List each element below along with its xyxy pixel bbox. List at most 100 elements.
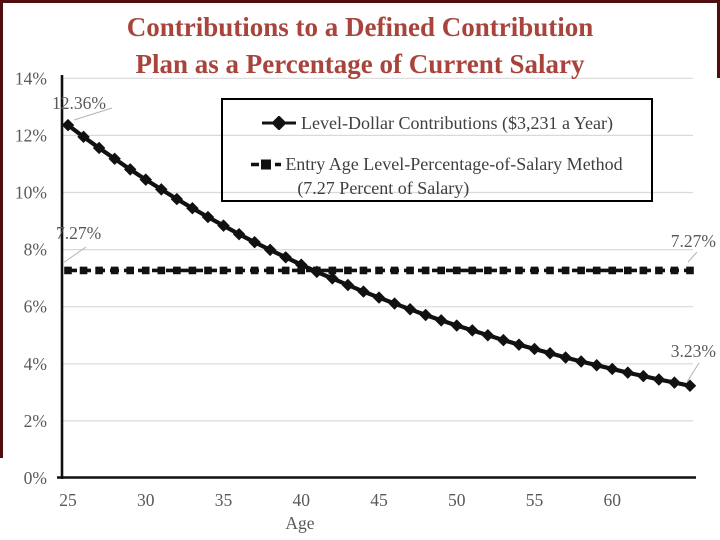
slide-border-left — [0, 0, 3, 458]
diamond-marker — [263, 243, 277, 257]
data-label-727-left: 7.27% — [56, 223, 102, 243]
square-marker — [250, 266, 259, 275]
square-marker — [188, 266, 197, 275]
square-marker — [328, 266, 337, 275]
y-tick-label: 0% — [24, 468, 47, 488]
diamond-marker — [388, 297, 401, 310]
diamond-marker — [543, 347, 557, 360]
square-marker — [390, 266, 399, 275]
square-marker — [639, 266, 648, 275]
x-tick-label: 50 — [448, 490, 466, 510]
diamond-marker — [341, 278, 355, 292]
chart-title: Contributions to a Defined Contribution … — [0, 9, 720, 83]
square-marker — [204, 266, 212, 275]
diamond-marker — [621, 366, 635, 379]
chart-title-line1: Contributions to a Defined Contribution — [126, 12, 594, 42]
diamond-marker — [652, 373, 666, 386]
square-marker — [110, 266, 119, 275]
diamond-marker — [574, 355, 588, 368]
x-tick-label: 30 — [137, 490, 155, 510]
y-tick-label: 10% — [15, 183, 47, 203]
square-marker — [141, 266, 150, 275]
square-marker — [499, 266, 508, 275]
y-tick-label: 2% — [24, 411, 47, 431]
diamond-marker — [403, 303, 417, 316]
x-tick-label: 45 — [370, 490, 388, 510]
diamond-marker — [248, 235, 261, 249]
square-marker — [624, 266, 632, 275]
x-axis-title: Age — [285, 513, 315, 533]
diamond-marker — [590, 359, 603, 372]
square-marker — [484, 266, 492, 275]
y-tick-label: 14% — [15, 68, 47, 88]
square-marker — [281, 266, 290, 275]
y-tick-label: 4% — [24, 354, 47, 374]
leader-line — [62, 246, 87, 264]
square-marker — [686, 266, 694, 275]
diamond-marker — [170, 192, 184, 206]
diamond-marker — [559, 351, 572, 364]
diamond-marker — [466, 324, 479, 337]
square-marker — [219, 266, 228, 275]
chart-legend: Level-Dollar Contributions ($3,231 a Yea… — [221, 98, 653, 202]
square-marker — [173, 266, 181, 275]
legend-entry-label: Entry Age Level-Percentage-of-Salary Met… — [285, 152, 622, 200]
chart-title-line2: Plan as a Percentage of Current Salary — [135, 49, 585, 79]
diamond-marker — [139, 173, 152, 186]
diamond-marker — [637, 369, 650, 383]
leader-line — [686, 362, 700, 383]
square-marker — [344, 266, 352, 275]
square-marker — [359, 266, 368, 275]
x-tick-label: 35 — [215, 490, 233, 510]
diamond-marker — [497, 333, 510, 347]
y-tick-label: 8% — [24, 240, 47, 260]
leader-line — [687, 251, 698, 263]
square-marker — [266, 266, 274, 275]
x-tick-label: 55 — [526, 490, 544, 510]
diamond-marker — [232, 227, 246, 241]
diamond-marker — [606, 362, 619, 376]
diamond-marker — [512, 338, 526, 351]
square-marker — [235, 266, 243, 275]
diamond-marker — [77, 130, 90, 144]
square-marker — [546, 266, 554, 275]
square-marker — [608, 266, 617, 275]
x-tick-label: 25 — [59, 490, 77, 510]
diamond-line-marker-icon — [262, 116, 297, 130]
square-marker — [126, 266, 134, 275]
diamond-marker — [201, 210, 215, 224]
square-marker — [406, 266, 414, 275]
square-marker — [157, 266, 166, 275]
legend-entry-line2: (7.27 Percent of Salary) — [297, 178, 470, 198]
diamond-marker — [186, 201, 199, 215]
square-marker — [313, 266, 321, 275]
diamond-marker — [123, 163, 137, 176]
diamond-marker — [668, 376, 681, 389]
square-marker — [577, 266, 585, 275]
legend-entry-label: Level-Dollar Contributions ($3,231 a Yea… — [301, 112, 613, 133]
slide-border-right — [717, 0, 720, 78]
legend-entry-entry-age: Entry Age Level-Percentage-of-Salary Met… — [223, 152, 651, 200]
square-marker — [592, 266, 601, 275]
square-marker — [95, 266, 103, 275]
legend-entry-level-dollar: Level-Dollar Contributions ($3,231 a Yea… — [223, 105, 651, 141]
leader-line — [73, 107, 113, 121]
diamond-marker — [683, 379, 697, 393]
diamond-marker — [528, 342, 541, 356]
square-marker — [421, 266, 430, 275]
square-marker — [297, 266, 306, 275]
square-marker — [655, 266, 663, 275]
legend-entry-line1: Entry Age Level-Percentage-of-Salary Met… — [285, 154, 623, 174]
square-marker — [530, 266, 539, 275]
diamond-marker — [434, 314, 448, 327]
diamond-marker — [372, 291, 386, 304]
y-tick-label: 12% — [15, 125, 47, 145]
square-marker — [79, 266, 88, 275]
diamond-marker — [61, 118, 75, 132]
square-marker — [452, 266, 461, 275]
diamond-marker — [217, 219, 230, 232]
diamond-marker — [326, 272, 339, 285]
square-marker — [515, 266, 523, 275]
